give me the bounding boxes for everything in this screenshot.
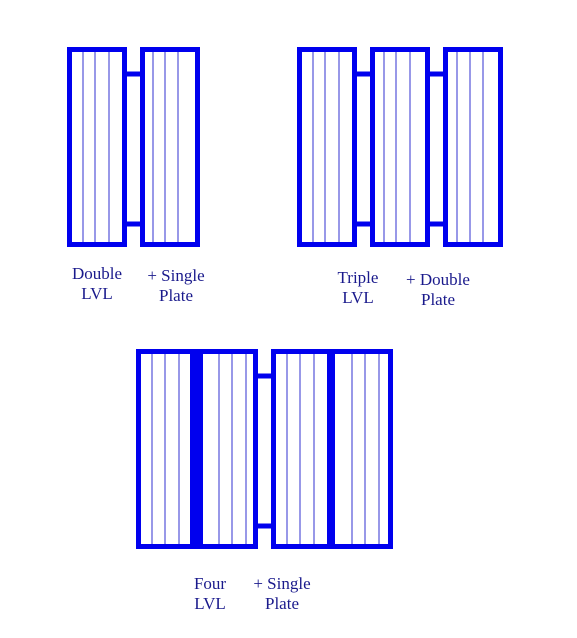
- four-lvl-label-line2: LVL: [194, 594, 226, 613]
- four-plate-label-line2: Plate: [265, 594, 299, 613]
- plate-connector: [428, 71, 445, 227]
- plate-member: [443, 47, 503, 247]
- four-lvl-label: Four LVL: [178, 574, 242, 614]
- triple-lvl-label-line2: LVL: [342, 288, 374, 307]
- triple-lvl-double-plate-assembly: [297, 47, 503, 247]
- four-lvl-label-line1: Four: [193, 574, 227, 593]
- plate-member: [140, 47, 200, 247]
- triple-plate-label-line2: Plate: [421, 290, 455, 309]
- lvl-joint: [190, 349, 203, 549]
- plate-connector: [355, 71, 372, 227]
- double-lvl-label-line2: LVL: [81, 284, 113, 303]
- double-plate-label-line2: Plate: [159, 286, 193, 305]
- four-plate-label: + Single Plate: [240, 574, 324, 614]
- double-lvl-label: Double LVL: [58, 264, 136, 304]
- lvl-joint: [327, 349, 335, 549]
- lvl-member: [297, 47, 357, 247]
- four-lvl-single-plate-assembly: [136, 349, 393, 549]
- plate-connector: [125, 71, 142, 227]
- triple-plate-label: + Double Plate: [392, 270, 484, 310]
- double-plate-label-line1: + Single: [147, 266, 205, 285]
- plate-connector: [256, 373, 273, 529]
- double-lvl-single-plate-assembly: [67, 47, 200, 247]
- triple-plate-label-line1: + Double: [406, 270, 470, 289]
- double-lvl-label-line1: Double: [71, 264, 123, 283]
- four-plate-label-line1: + Single: [253, 574, 311, 593]
- lvl-member: [67, 47, 127, 247]
- lvl-member: [370, 47, 430, 247]
- triple-lvl-label-line1: Triple: [337, 268, 379, 287]
- double-plate-label: + Single Plate: [136, 266, 216, 306]
- triple-lvl-label: Triple LVL: [322, 268, 394, 308]
